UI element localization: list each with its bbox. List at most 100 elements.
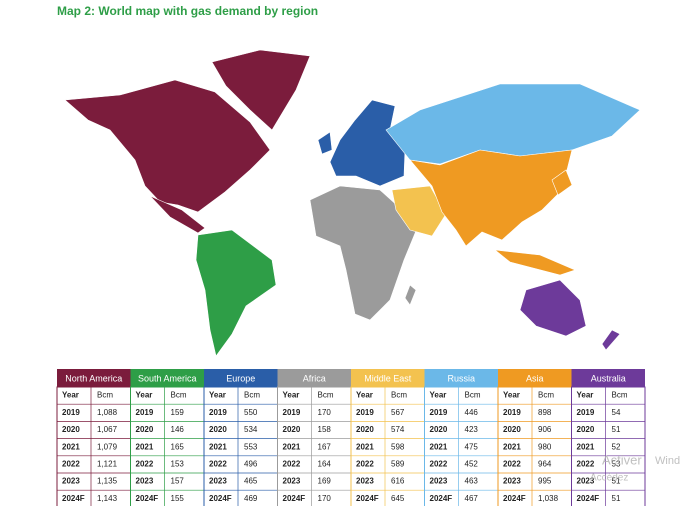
bcm-value: 1,121 — [97, 460, 118, 469]
bcm-value: 995 — [538, 477, 552, 486]
table-header — [424, 369, 498, 387]
region-name: Middle East — [364, 373, 412, 383]
year: 2020 — [577, 425, 595, 434]
bcm-value: 574 — [391, 425, 405, 434]
column-header: Year — [283, 391, 300, 400]
table-header — [130, 369, 204, 387]
year: 2021 — [209, 442, 227, 451]
year: 2020 — [136, 425, 154, 434]
year: 2021 — [577, 442, 595, 451]
column-header: Year — [136, 391, 153, 400]
year: 2022 — [136, 460, 154, 469]
bcm-value: 906 — [538, 425, 552, 434]
year: 2023 — [136, 477, 154, 486]
watermark-text: Wind — [655, 455, 680, 467]
year: 2019 — [577, 408, 595, 417]
bcm-value: 1,135 — [97, 477, 118, 486]
region-name: North America — [65, 373, 122, 383]
bcm-value: 553 — [244, 442, 258, 451]
year: 2021 — [430, 442, 448, 451]
year: 2020 — [62, 425, 80, 434]
year: 2024F — [209, 494, 232, 503]
year: 2023 — [283, 477, 301, 486]
year: 2024F — [430, 494, 453, 503]
bcm-value: 153 — [171, 460, 185, 469]
region-name: South America — [138, 373, 197, 383]
watermark-text: Accédez — [590, 473, 628, 484]
region-shape — [211, 49, 311, 131]
year: 2019 — [356, 408, 374, 417]
bcm-value: 159 — [171, 408, 185, 417]
bcm-value: 534 — [244, 425, 258, 434]
year: 2022 — [430, 460, 448, 469]
column-header: Bcm — [97, 391, 113, 400]
year: 2020 — [430, 425, 448, 434]
bcm-value: 52 — [612, 442, 621, 451]
bcm-value: 452 — [465, 460, 479, 469]
bcm-value: 155 — [171, 494, 185, 503]
bcm-value: 616 — [391, 477, 405, 486]
region-shape — [385, 83, 641, 165]
region-shape — [317, 131, 333, 155]
region-name: Australia — [591, 373, 626, 383]
table-header — [57, 369, 131, 387]
bcm-value: 980 — [538, 442, 552, 451]
year: 2024F — [503, 494, 526, 503]
year: 2020 — [503, 425, 521, 434]
column-header: Year — [356, 391, 373, 400]
table-header — [277, 369, 351, 387]
year: 2019 — [430, 408, 448, 417]
column-header: Bcm — [612, 391, 628, 400]
table-body — [497, 386, 572, 508]
bcm-value: 146 — [171, 425, 185, 434]
bcm-value: 1,088 — [97, 408, 118, 417]
watermark: Activer Accédez Wind — [590, 452, 680, 483]
region-table: South America Year Bcm 2019 159 2020 146 2021 16… — [130, 369, 205, 508]
table-body — [350, 386, 425, 508]
year: 2022 — [283, 460, 301, 469]
column-header: Bcm — [244, 391, 260, 400]
column-header: Bcm — [171, 391, 187, 400]
bcm-value: 446 — [465, 408, 479, 417]
bcm-value: 898 — [538, 408, 552, 417]
year: 2023 — [430, 477, 448, 486]
year: 2024F — [283, 494, 306, 503]
bcm-value: 158 — [318, 425, 332, 434]
region-table: Asia Year Bcm 2019 898 2020 906 2021 980 2022 964 2… — [497, 369, 572, 508]
year: 2021 — [503, 442, 521, 451]
year: 2021 — [62, 442, 80, 451]
region-shape — [551, 169, 573, 196]
bcm-value: 469 — [244, 494, 258, 503]
year: 2022 — [209, 460, 227, 469]
bcm-value: 1,067 — [97, 425, 118, 434]
table-body — [56, 386, 131, 508]
year: 2022 — [62, 460, 80, 469]
year: 2024F — [62, 494, 85, 503]
table-body — [130, 386, 205, 508]
bcm-value: 645 — [391, 494, 405, 503]
bcm-value: 165 — [171, 442, 185, 451]
table-header — [498, 369, 572, 387]
region-name: Africa — [303, 373, 326, 383]
year: 2020 — [356, 425, 374, 434]
region-shape — [149, 195, 206, 234]
year: 2019 — [283, 408, 301, 417]
bcm-value: 1,038 — [538, 494, 559, 503]
column-header: Year — [430, 391, 447, 400]
region-shape — [404, 284, 417, 306]
bcm-value: 465 — [244, 477, 258, 486]
region-shape — [494, 249, 576, 276]
column-header: Year — [209, 391, 226, 400]
region-shape — [195, 229, 277, 357]
column-header: Year — [577, 391, 594, 400]
table-body — [203, 386, 278, 508]
year: 2023 — [209, 477, 227, 486]
region-shape — [64, 79, 271, 213]
year: 2019 — [62, 408, 80, 417]
column-header: Bcm — [465, 391, 481, 400]
bcm-value: 53 — [612, 460, 621, 469]
region-table: Middle East Year Bcm 2019 567 2020 574 2021 598 2… — [350, 369, 425, 508]
region-tables: North America Year Bcm 2019 1,088 2020 1,067 20… — [56, 369, 646, 508]
bcm-value: 51 — [612, 477, 621, 486]
